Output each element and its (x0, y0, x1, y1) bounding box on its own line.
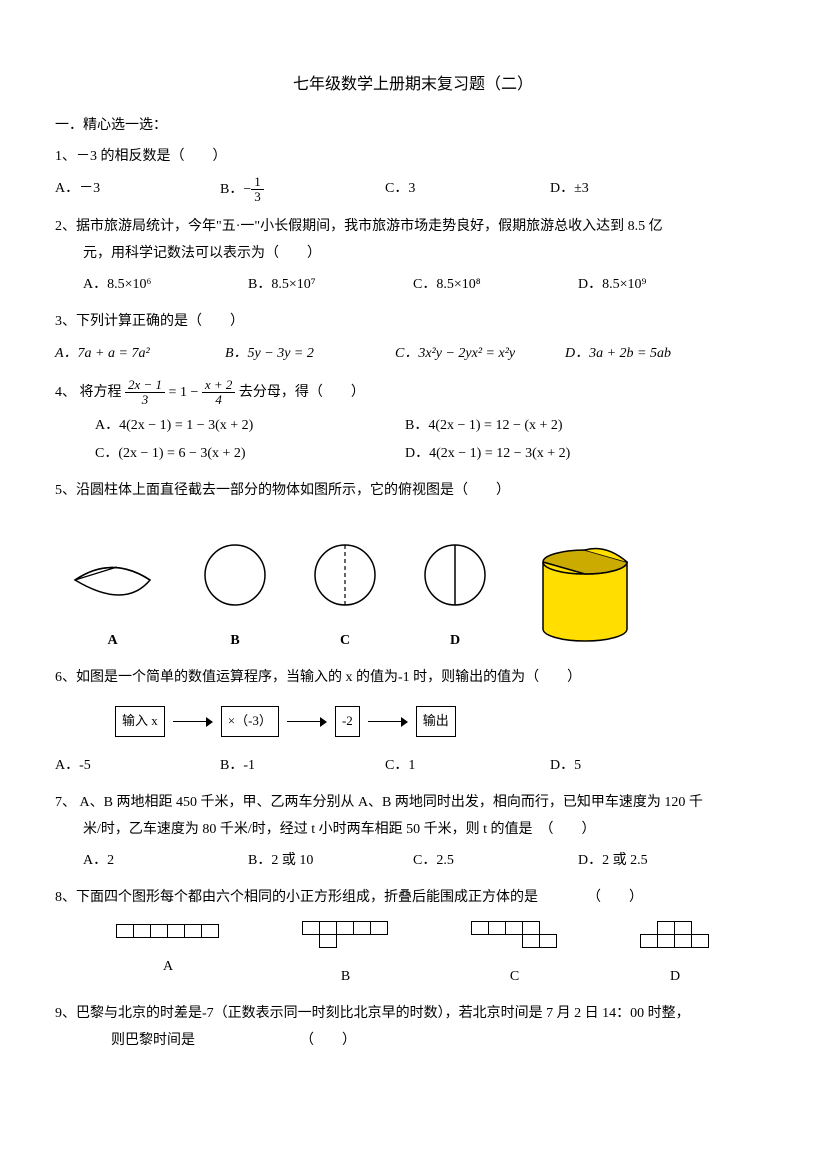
q9-line2: 则巴黎时间是 （ ） (55, 1028, 771, 1055)
q6-flowchart: 输入 x ×（-3） -2 输出 (115, 706, 771, 737)
q5-label-c: C (310, 628, 380, 655)
q2-opt-c: C．8.5×10⁸ (413, 271, 568, 299)
q8-label-a: A (117, 954, 219, 981)
q4-mid: = 1 − (169, 385, 202, 400)
q3-opt-a: A．7a + a = 7a² (55, 340, 205, 368)
q7-opt-b: B．2 或 10 (248, 847, 403, 875)
question-6: 6、如图是一个简单的数值运算程序，当输入的 x 的值为-1 时，则输出的值为（ … (55, 665, 771, 780)
q4-opt-a: A．4(2x − 1) = 1 − 3(x + 2) (95, 412, 395, 440)
q7-line2: 米/时，乙车速度为 80 千米/时，经过 t 小时两车相距 50 千米，则 t … (55, 817, 771, 844)
q9-line1: 9、巴黎与北京的时差是-7（正数表示同一时刻比北京早的时数），若北京时间是 7 … (55, 1001, 771, 1028)
q4-opt-c: C．(2x − 1) = 6 − 3(x + 2) (95, 440, 395, 468)
q5-fig-a: A (65, 550, 160, 655)
q2-line2: 元，用科学记数法可以表示为（ ） (55, 241, 771, 268)
q2-opt-b: B．8.5×10⁷ (248, 271, 403, 299)
flow-input-box: 输入 x (115, 706, 165, 737)
section-heading: 一．精心选一选： (55, 114, 771, 134)
question-5: 5、沿圆柱体上面直径截去一部分的物体如图所示，它的俯视图是（ ） A B (55, 478, 771, 655)
q8-label-b: B (303, 964, 388, 991)
q8-label-d: D (641, 964, 709, 991)
q4-opt-b: B．4(2x − 1) = 12 − (x + 2) (405, 412, 705, 440)
q4-post: 去分母，得（ ） (239, 385, 365, 400)
question-2: 2、据市旅游局统计，今年"五·一"小长假期间，我市旅游市场走势良好，假期旅游总收… (55, 214, 771, 299)
question-1: 1、－3 的相反数是（ ） A．－3 B．−13 C．3 D．±3 (55, 144, 771, 204)
q5-stem: 5、沿圆柱体上面直径截去一部分的物体如图所示，它的俯视图是（ ） (55, 478, 771, 505)
q3-opt-c: C．3x²y − 2yx² = x²y (395, 340, 545, 368)
q3-opt-b: B．5y − 3y = 2 (225, 340, 375, 368)
q4-f1d: 3 (125, 393, 165, 407)
q5-fig-d: D (420, 540, 490, 655)
q1-opt-a: A．－3 (55, 175, 210, 205)
q8-net-d: D (641, 922, 709, 991)
q4-f2n: x + 2 (202, 378, 236, 393)
q5-label-d: D (420, 628, 490, 655)
q8-net-b: B (303, 922, 388, 991)
q1-opt-c: C．3 (385, 175, 540, 205)
q7-opt-c: C．2.5 (413, 847, 568, 875)
arrow-icon (287, 717, 327, 727)
q6-opt-a: A．-5 (55, 752, 210, 780)
q8-label-c: C (472, 964, 557, 991)
q4-opt-d: D．4(2x − 1) = 12 − 3(x + 2) (405, 440, 705, 468)
q3-opt-d: D．3a + 2b = 5ab (565, 340, 715, 368)
q2-opt-a: A．8.5×10⁶ (83, 271, 238, 299)
question-3: 3、下列计算正确的是（ ） A．7a + a = 7a² B．5y − 3y =… (55, 309, 771, 368)
flow-mul-box: ×（-3） (221, 706, 279, 737)
q2-opt-d: D．8.5×10⁹ (578, 271, 733, 299)
circle-dashed-line-icon (310, 540, 380, 610)
lens-shape-icon (65, 550, 160, 610)
q3-stem: 3、下列计算正确的是（ ） (55, 309, 771, 336)
arrow-icon (173, 717, 213, 727)
q4-stem: 4、 将方程 2x − 13 = 1 − x + 24 去分母，得（ ） (55, 378, 771, 408)
q8-net-a: A (117, 922, 219, 981)
q5-label-b: B (200, 628, 270, 655)
page-title: 七年级数学上册期末复习题（二） (55, 70, 771, 94)
q5-label-a: A (65, 628, 160, 655)
q1-b-prefix: B． (220, 182, 243, 197)
q1-stem: 1、－3 的相反数是（ ） (55, 144, 771, 171)
flow-output-box: 输出 (416, 706, 456, 737)
cut-cylinder-icon (530, 534, 640, 644)
flow-sub-box: -2 (335, 706, 360, 737)
q4-f2d: 4 (202, 393, 236, 407)
q2-line1: 2、据市旅游局统计，今年"五·一"小长假期间，我市旅游市场走势良好，假期旅游总收… (55, 214, 771, 241)
q5-fig-c: C (310, 540, 380, 655)
arrow-icon (368, 717, 408, 727)
question-4: 4、 将方程 2x − 13 = 1 − x + 24 去分母，得（ ） A．4… (55, 378, 771, 468)
q5-fig-b: B (200, 540, 270, 655)
q4-f1n: 2x − 1 (125, 378, 165, 393)
q6-stem: 6、如图是一个简单的数值运算程序，当输入的 x 的值为-1 时，则输出的值为（ … (55, 665, 771, 692)
q7-opt-a: A．2 (83, 847, 238, 875)
q6-opt-c: C．1 (385, 752, 540, 780)
circle-solid-line-icon (420, 540, 490, 610)
circle-icon (200, 540, 270, 610)
question-9: 9、巴黎与北京的时差是-7（正数表示同一时刻比北京早的时数），若北京时间是 7 … (55, 1001, 771, 1054)
q7-line1: 7、 A、B 两地相距 450 千米，甲、乙两车分别从 A、B 两地同时出发，相… (55, 790, 771, 817)
q7-opt-d: D．2 或 2.5 (578, 847, 733, 875)
question-7: 7、 A、B 两地相距 450 千米，甲、乙两车分别从 A、B 两地同时出发，相… (55, 790, 771, 875)
q1-opt-b: B．−13 (220, 175, 375, 205)
q1-opt-d: D．±3 (550, 175, 705, 205)
q1-b-num: 1 (251, 175, 264, 190)
q6-opt-b: B．-1 (220, 752, 375, 780)
q4-pre: 4、 将方程 (55, 385, 125, 400)
q6-opt-d: D．5 (550, 752, 705, 780)
question-8: 8、下面四个图形每个都由六个相同的小正方形组成，折叠后能围成正方体的是 （ ） … (55, 885, 771, 991)
q8-net-c: C (472, 922, 557, 991)
q8-stem: 8、下面四个图形每个都由六个相同的小正方形组成，折叠后能围成正方体的是 （ ） (55, 885, 771, 912)
q5-cylinder (530, 534, 640, 655)
q1-b-den: 3 (251, 190, 264, 204)
